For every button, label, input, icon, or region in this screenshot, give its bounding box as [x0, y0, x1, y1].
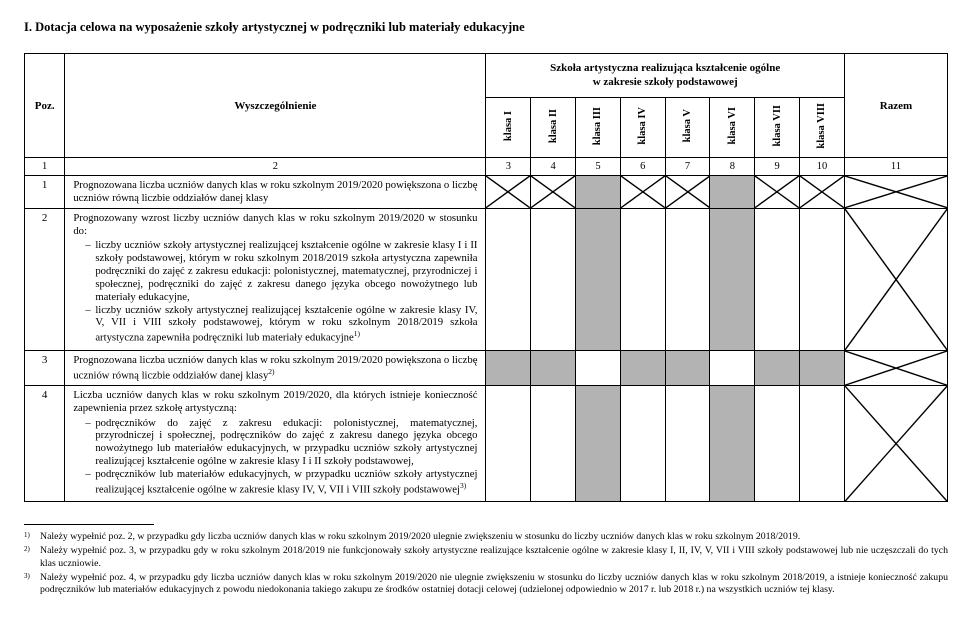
header-klasa-4: klasa IV — [620, 98, 665, 158]
cell-razem — [844, 208, 947, 350]
row-poz: 3 — [25, 350, 65, 385]
section-title: I. Dotacja celowa na wyposażenie szkoły … — [24, 20, 948, 35]
header-group: Szkoła artystyczna realizująca kształcen… — [486, 54, 844, 98]
header-klasa-6: klasa VI — [710, 98, 755, 158]
header-klasa-5: klasa V — [665, 98, 710, 158]
cell-k4 — [620, 385, 665, 501]
numcol-razem: 11 — [844, 158, 947, 176]
cell-k5 — [665, 176, 710, 209]
numcol-8: 8 — [710, 158, 755, 176]
header-spec: Wyszczególnienie — [65, 54, 486, 158]
cell-k4 — [620, 208, 665, 350]
row-desc: Prognozowana liczba uczniów danych klas … — [65, 176, 486, 209]
cell-k6 — [710, 208, 755, 350]
cell-k1 — [486, 385, 531, 501]
cell-k8 — [800, 208, 845, 350]
numcol-5: 5 — [576, 158, 621, 176]
cell-k7 — [755, 208, 800, 350]
numcol-10: 10 — [800, 158, 845, 176]
numcol-spec: 2 — [65, 158, 486, 176]
cell-k3 — [576, 350, 621, 385]
cell-k6 — [710, 350, 755, 385]
cell-k4 — [620, 350, 665, 385]
footnote-3: 3)Należy wypełnić poz. 4, w przypadku gd… — [24, 572, 948, 596]
cell-razem — [844, 385, 947, 501]
row-poz: 4 — [25, 385, 65, 501]
cell-k6 — [710, 176, 755, 209]
footnotes: 1)Należy wypełnić poz. 2, w przypadku gd… — [24, 531, 948, 596]
header-poz: Poz. — [25, 54, 65, 158]
cell-k7 — [755, 385, 800, 501]
header-razem: Razem — [844, 54, 947, 158]
header-klasa-7: klasa VII — [755, 98, 800, 158]
cell-k8 — [800, 350, 845, 385]
cell-k1 — [486, 176, 531, 209]
numcol-7: 7 — [665, 158, 710, 176]
row-desc: Liczba uczniów danych klas w roku szkoln… — [65, 385, 486, 501]
numcol-6: 6 — [620, 158, 665, 176]
cell-k2 — [531, 176, 576, 209]
header-klasa-2: klasa II — [531, 98, 576, 158]
cell-k2 — [531, 350, 576, 385]
cell-k5 — [665, 350, 710, 385]
cell-k5 — [665, 385, 710, 501]
header-klasa-8: klasa VIII — [800, 98, 845, 158]
footnote-separator — [24, 524, 154, 525]
cell-k7 — [755, 350, 800, 385]
numcol-4: 4 — [531, 158, 576, 176]
cell-razem — [844, 176, 947, 209]
cell-k2 — [531, 385, 576, 501]
footnote-1: 1)Należy wypełnić poz. 2, w przypadku gd… — [24, 531, 948, 543]
table-row: 4Liczba uczniów danych klas w roku szkol… — [25, 385, 948, 501]
header-klasa-1: klasa I — [486, 98, 531, 158]
table-row: 3Prognozowana liczba uczniów danych klas… — [25, 350, 948, 385]
cell-k1 — [486, 350, 531, 385]
cell-k2 — [531, 208, 576, 350]
numcol-9: 9 — [755, 158, 800, 176]
cell-k3 — [576, 208, 621, 350]
main-table: Poz. Wyszczególnienie Szkoła artystyczna… — [24, 53, 948, 502]
cell-k5 — [665, 208, 710, 350]
cell-k4 — [620, 176, 665, 209]
cell-k7 — [755, 176, 800, 209]
cell-razem — [844, 350, 947, 385]
numcol-poz: 1 — [25, 158, 65, 176]
cell-k1 — [486, 208, 531, 350]
row-poz: 1 — [25, 176, 65, 209]
footnote-2: 2)Należy wypełnić poz. 3, w przypadku gd… — [24, 545, 948, 569]
table-row: 1Prognozowana liczba uczniów danych klas… — [25, 176, 948, 209]
row-desc: Prognozowana liczba uczniów danych klas … — [65, 350, 486, 385]
cell-k8 — [800, 385, 845, 501]
header-klasa-3: klasa III — [576, 98, 621, 158]
row-desc: Prognozowany wzrost liczby uczniów danyc… — [65, 208, 486, 350]
cell-k3 — [576, 385, 621, 501]
numcol-3: 3 — [486, 158, 531, 176]
cell-k8 — [800, 176, 845, 209]
cell-k6 — [710, 385, 755, 501]
row-poz: 2 — [25, 208, 65, 350]
table-row: 2Prognozowany wzrost liczby uczniów dany… — [25, 208, 948, 350]
cell-k3 — [576, 176, 621, 209]
